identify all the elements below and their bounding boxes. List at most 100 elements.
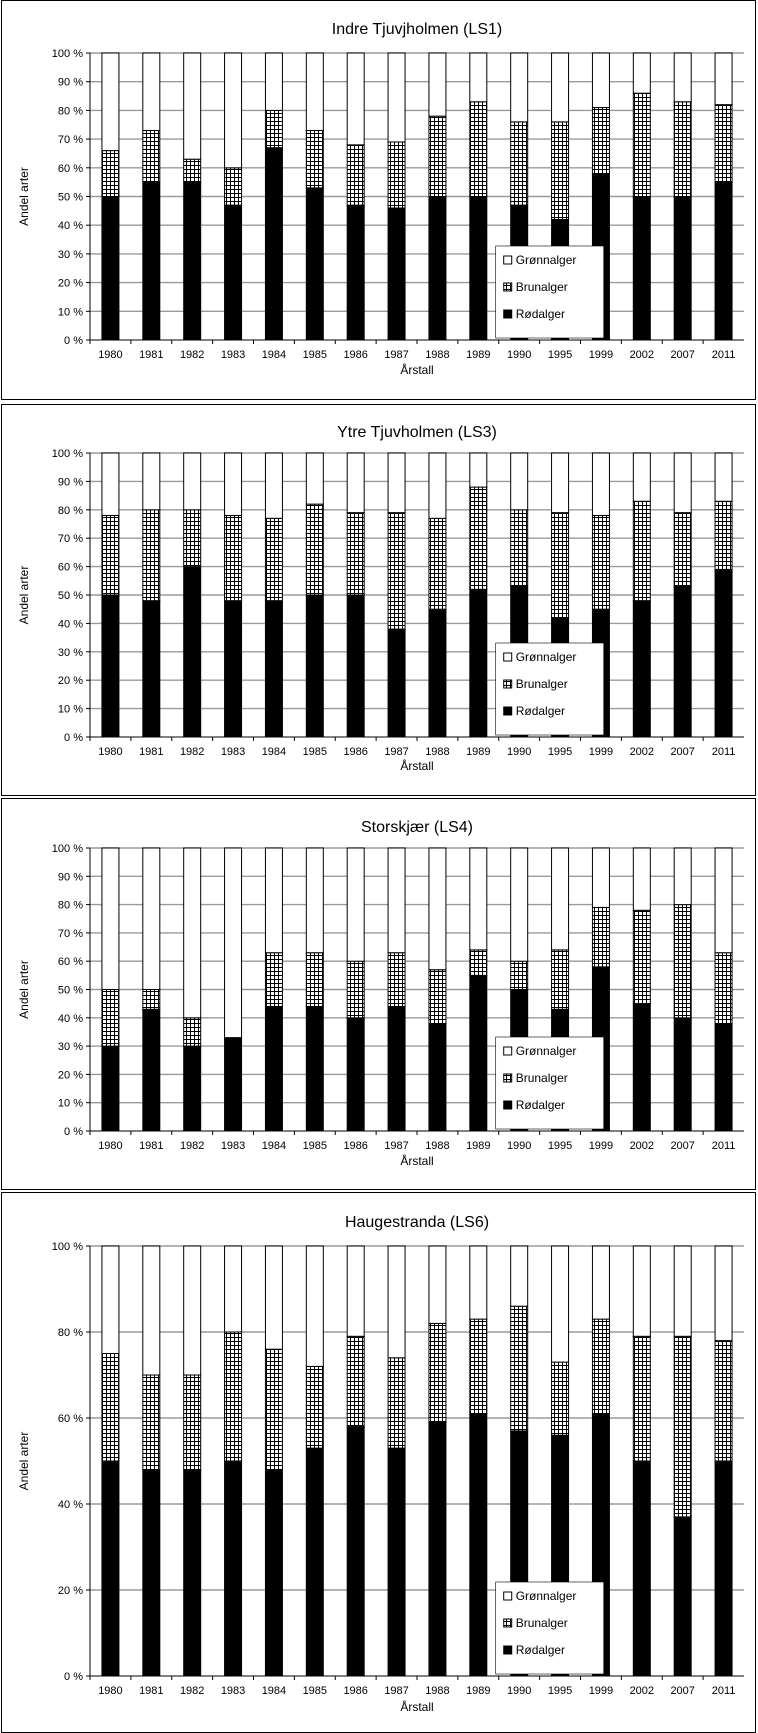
bar-r-dalger-1989 xyxy=(469,588,488,738)
bar-gr-nnalger-2002 xyxy=(632,1245,651,1337)
bar-brunalger-1989 xyxy=(469,101,488,197)
legend: Grønnalger Brunalger Rødalger xyxy=(495,1581,605,1675)
bar-gr-nnalger-1999 xyxy=(591,1245,610,1320)
legend-label-r-dalger: Rødalger xyxy=(516,307,565,321)
bar-brunalger-1999 xyxy=(591,906,610,968)
legend-swatch-gr-nnalger xyxy=(503,1591,513,1601)
legend-swatch-r-dalger xyxy=(503,309,513,319)
bar-brunalger-1990 xyxy=(510,1305,529,1432)
bar-r-dalger-1981 xyxy=(142,1008,161,1132)
x-tick-label: 1988 xyxy=(425,1685,449,1697)
y-tick-label: 20 % xyxy=(58,1069,83,1081)
bar-brunalger-1987 xyxy=(387,512,406,630)
legend-label-r-dalger: Rødalger xyxy=(516,704,565,718)
bar-gr-nnalger-2011 xyxy=(714,452,733,502)
bar-r-dalger-1983 xyxy=(224,1037,243,1132)
bar-r-dalger-1981 xyxy=(142,600,161,738)
bar-r-dalger-1989 xyxy=(469,196,488,341)
bar-r-dalger-1987 xyxy=(387,1447,406,1677)
bar-r-dalger-2011 xyxy=(714,181,733,341)
bar-gr-nnalger-2011 xyxy=(714,1245,733,1342)
x-tick-label: 1983 xyxy=(221,349,245,361)
x-tick-label: 1987 xyxy=(384,1685,408,1697)
x-tick-label: 1986 xyxy=(343,349,367,361)
y-tick-label: 90 % xyxy=(58,77,83,89)
legend-swatch-r-dalger xyxy=(503,706,513,716)
bar-gr-nnalger-2011 xyxy=(714,847,733,954)
legend-label-gr-nnalger: Grønnalger xyxy=(516,650,577,664)
bar-gr-nnalger-1981 xyxy=(142,52,161,131)
bar-gr-nnalger-1985 xyxy=(305,1245,324,1367)
bar-brunalger-1984 xyxy=(264,517,283,602)
bar-brunalger-1980 xyxy=(101,514,120,596)
bar-gr-nnalger-1995 xyxy=(551,1245,570,1363)
bar-gr-nnalger-1988 xyxy=(428,452,447,519)
bar-gr-nnalger-1990 xyxy=(510,847,529,962)
bar-brunalger-1988 xyxy=(428,969,447,1024)
bar-brunalger-1990 xyxy=(510,960,529,990)
x-tick-label: 2011 xyxy=(712,1685,736,1697)
bar-gr-nnalger-1999 xyxy=(591,847,610,908)
bar-brunalger-2002 xyxy=(632,909,651,1005)
bar-brunalger-2007 xyxy=(673,512,692,587)
y-tick-label: 60 % xyxy=(58,956,83,968)
bar-r-dalger-2011 xyxy=(714,568,733,738)
bar-gr-nnalger-2007 xyxy=(673,452,692,514)
y-axis-label: Andel arter xyxy=(17,566,31,625)
y-tick-label: 100 % xyxy=(52,48,83,60)
bar-gr-nnalger-1986 xyxy=(346,1245,365,1337)
bar-r-dalger-1988 xyxy=(428,608,447,738)
legend-swatch-r-dalger xyxy=(503,1645,513,1655)
x-tick-label: 1986 xyxy=(343,1140,367,1152)
bar-r-dalger-1984 xyxy=(264,1005,283,1132)
bar-brunalger-1990 xyxy=(510,121,529,206)
bar-brunalger-1995 xyxy=(551,121,570,220)
bar-brunalger-1985 xyxy=(305,952,324,1007)
y-tick-label: 0 % xyxy=(64,1126,83,1138)
bar-r-dalger-1984 xyxy=(264,600,283,738)
bar-brunalger-1982 xyxy=(183,509,202,568)
y-tick-label: 50 % xyxy=(58,590,83,602)
x-tick-label: 2002 xyxy=(630,349,654,361)
bar-brunalger-1981 xyxy=(142,129,161,183)
bar-gr-nnalger-2007 xyxy=(673,52,692,103)
bar-brunalger-1980 xyxy=(101,1353,120,1462)
bar-gr-nnalger-1995 xyxy=(551,52,570,123)
x-tick-label: 1984 xyxy=(262,349,286,361)
x-tick-label: 1982 xyxy=(180,1685,204,1697)
bar-r-dalger-2002 xyxy=(632,600,651,738)
legend-label-gr-nnalger: Grønnalger xyxy=(516,253,577,267)
y-tick-label: 60 % xyxy=(58,562,83,574)
bar-r-dalger-1986 xyxy=(346,594,365,738)
bar-r-dalger-1985 xyxy=(305,1447,324,1677)
legend-label-brunalger: Brunalger xyxy=(516,1071,568,1085)
y-axis-label: Andel arter xyxy=(17,960,31,1019)
bar-gr-nnalger-1986 xyxy=(346,452,365,514)
bar-gr-nnalger-1999 xyxy=(591,452,610,516)
x-tick-label: 1995 xyxy=(548,1685,572,1697)
bar-gr-nnalger-1983 xyxy=(224,52,243,169)
x-tick-label: 2002 xyxy=(630,1685,654,1697)
bar-r-dalger-2007 xyxy=(673,1516,692,1677)
legend-label-brunalger: Brunalger xyxy=(516,677,568,691)
bar-brunalger-1981 xyxy=(142,509,161,602)
bar-gr-nnalger-1990 xyxy=(510,52,529,123)
bar-brunalger-2002 xyxy=(632,1335,651,1462)
bar-r-dalger-1987 xyxy=(387,1005,406,1132)
chart-title: Storskjær (LS4) xyxy=(361,819,473,836)
bar-brunalger-1981 xyxy=(142,989,161,1010)
x-tick-label: 2011 xyxy=(712,349,736,361)
bar-gr-nnalger-2007 xyxy=(673,1245,692,1337)
bar-gr-nnalger-2002 xyxy=(632,847,651,911)
y-tick-label: 70 % xyxy=(58,928,83,940)
x-tick-label: 1980 xyxy=(98,1685,122,1697)
bar-brunalger-1995 xyxy=(551,949,570,1010)
bar-gr-nnalger-1999 xyxy=(591,52,610,109)
legend-label-r-dalger: Rødalger xyxy=(516,1643,565,1657)
y-tick-label: 80 % xyxy=(58,1327,83,1339)
y-tick-label: 40 % xyxy=(58,1499,83,1511)
x-axis-label: Årstall xyxy=(400,1153,433,1168)
x-tick-label: 2002 xyxy=(630,1140,654,1152)
legend-swatch-gr-nnalger xyxy=(503,255,513,265)
legend-swatch-brunalger xyxy=(503,679,513,689)
